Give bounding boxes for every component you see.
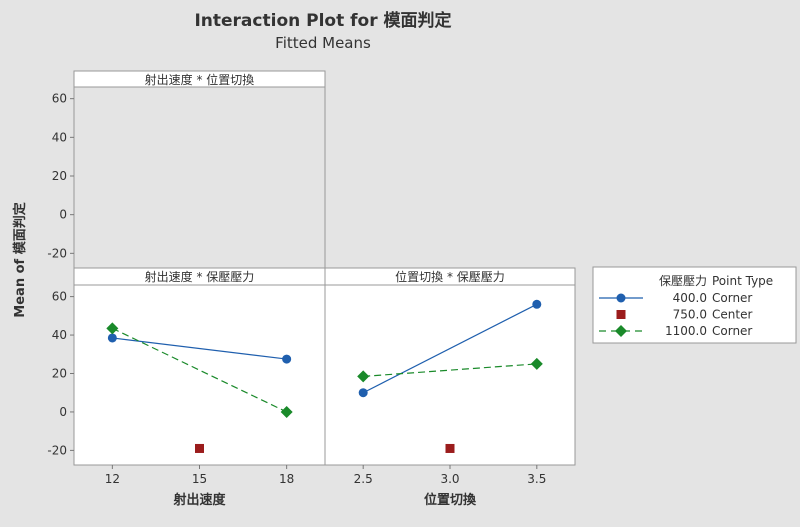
x-tick-label: 12 — [105, 472, 120, 486]
y-tick-label: 40 — [52, 130, 67, 144]
series-1100.0 — [106, 322, 293, 418]
legend-level: 750.0 — [673, 308, 707, 322]
legend-marker-circle — [616, 293, 626, 303]
legend-marker-square — [616, 310, 626, 319]
panel-title: 位置切換 * 保壓壓力 — [395, 269, 505, 284]
chart-title: Interaction Plot for 模面判定 — [194, 10, 451, 31]
y-tick-label: 60 — [52, 92, 67, 106]
x-tick-label: 2.5 — [354, 472, 373, 486]
panel-2: 射出速度 * 保壓壓力 -20 0 20 40 60 12 15 18 射出速度 — [47, 267, 326, 508]
data-point — [107, 333, 117, 343]
x-axis-label: 射出速度 — [172, 492, 226, 508]
series-line — [363, 363, 537, 377]
x-tick-label: 15 — [192, 472, 207, 486]
series-400.0 — [107, 333, 292, 364]
y-tick-label: 20 — [52, 367, 67, 381]
legend-type: Corner — [712, 291, 752, 305]
legend-header-factor: 保壓壓力 — [659, 274, 707, 288]
panel-header — [324, 267, 576, 286]
legend-header-type: Point Type — [712, 274, 773, 288]
x-tick-label: 3.5 — [527, 472, 546, 486]
legend-entry: 400.0 Corner — [599, 291, 752, 305]
data-point — [106, 322, 119, 335]
legend-marker-diamond — [615, 325, 627, 337]
y-tick-label: 0 — [59, 208, 67, 222]
legend-entry: 1100.0 Corner — [599, 324, 752, 338]
y-tick-label: 60 — [52, 290, 67, 304]
series-750.0 — [445, 443, 455, 453]
data-point — [445, 443, 455, 453]
data-point — [357, 370, 370, 383]
x-tick-label: 3.0 — [440, 472, 459, 486]
legend-type: Corner — [712, 324, 752, 338]
y-tick-label: 40 — [52, 328, 67, 342]
plot-area — [73, 86, 326, 269]
series-750.0 — [195, 443, 204, 453]
panel-title: 射出速度 * 位置切換 — [145, 72, 255, 87]
plot-area — [73, 284, 326, 466]
data-point — [282, 354, 292, 364]
legend-type: Center — [712, 308, 752, 322]
data-point — [530, 357, 543, 370]
legend: 保壓壓力 Point Type 400.0 Corner 750.0 Center 11… — [592, 266, 797, 344]
legend-level: 1100.0 — [665, 324, 707, 338]
legend-entry: 750.0 Center — [616, 308, 752, 322]
panel-1: 射出速度 * 位置切換 -20 0 20 40 60 — [47, 70, 326, 269]
chart-subtitle: Fitted Means — [275, 34, 371, 52]
series-1100.0 — [357, 357, 543, 383]
y-tick-label: -20 — [47, 246, 67, 260]
data-point — [358, 388, 368, 398]
data-point — [195, 443, 204, 453]
panel-3: 位置切換 * 保壓壓力 2.5 3.0 3.5 位置切換 — [324, 267, 576, 508]
legend-level: 400.0 — [673, 291, 707, 305]
data-point — [280, 405, 293, 418]
data-point — [532, 299, 542, 309]
panel-title: 射出速度 * 保壓壓力 — [145, 269, 255, 284]
series-400.0 — [358, 299, 542, 398]
panel-header — [73, 70, 326, 88]
x-tick-label: 18 — [279, 472, 294, 486]
y-tick-label: -20 — [47, 443, 67, 457]
series-line — [362, 303, 538, 394]
y-tick-label: 0 — [59, 405, 67, 419]
x-axis-label: 位置切換 — [424, 492, 477, 508]
y-axis-label: Mean of 模面判定 — [12, 202, 28, 317]
y-tick-label: 20 — [52, 169, 67, 183]
series-line — [112, 337, 287, 360]
